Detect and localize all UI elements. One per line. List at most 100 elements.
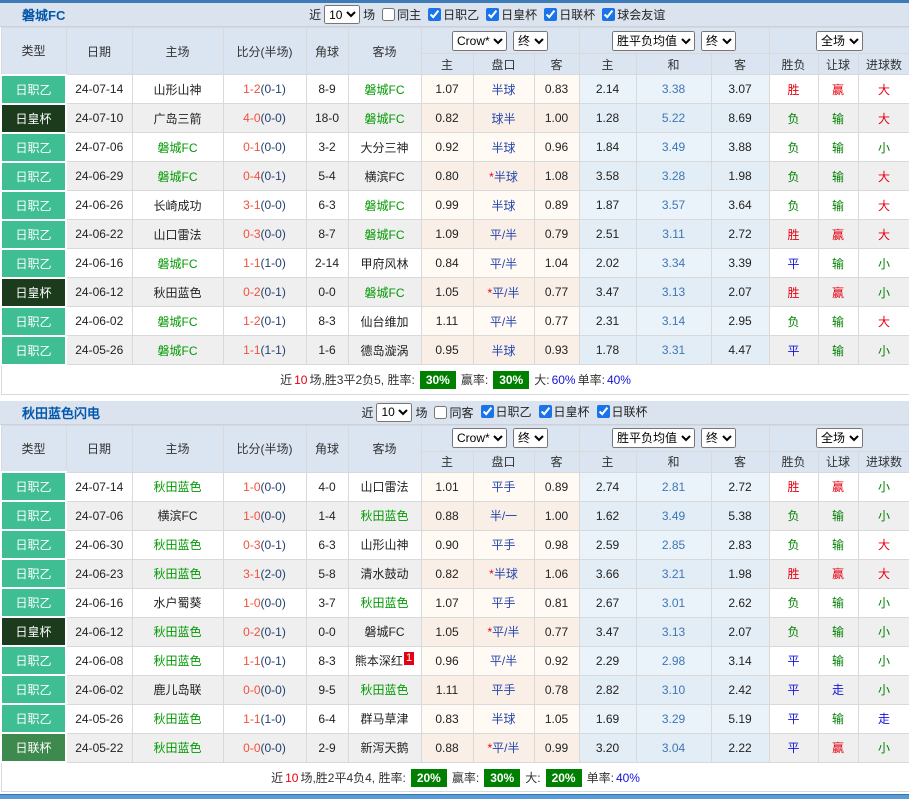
ah-away-odds-cell: 1.04 bbox=[533, 248, 580, 278]
col-away: 客场 bbox=[347, 424, 422, 473]
home-team-cell: 磐城FC bbox=[131, 248, 224, 278]
match-row: 日职乙 24-06-26 长崎成功 3-1(0-0) 6-3 磐城FC 0.99 半球 0.89… bbox=[0, 189, 909, 221]
home-team-cell: 广岛三箭 bbox=[131, 103, 224, 133]
avg-draw-odds-cell: 3.21 bbox=[635, 558, 712, 589]
competition-filter-option[interactable]: 日联杯 bbox=[590, 403, 648, 420]
scope-select[interactable]: 全场 bbox=[816, 30, 864, 51]
avg-home-odds-cell: 1.84 bbox=[578, 132, 637, 162]
avg-draw-odds-cell: 3.49 bbox=[635, 132, 712, 162]
competition-filter-checkbox[interactable] bbox=[544, 7, 558, 21]
col-home: 主场 bbox=[131, 424, 224, 473]
competition-cell: 日皇杯 bbox=[0, 616, 67, 647]
home-team-name: 磐城FC bbox=[157, 343, 198, 358]
avg-draw-odds-cell: 3.04 bbox=[635, 732, 712, 763]
avg-draw-odds-cell: 2.81 bbox=[635, 471, 712, 502]
avg-type-select[interactable]: 胜平负均值 bbox=[612, 30, 696, 51]
away-team-name: 甲府风林 bbox=[360, 256, 409, 271]
half-time-score: (0-0) bbox=[260, 227, 286, 241]
result-cell: 胜 bbox=[768, 471, 819, 502]
avg-draw-odds-cell: 3.11 bbox=[635, 219, 712, 249]
avg-stage-select[interactable]: 终 bbox=[701, 30, 737, 51]
home-team-cell: 山形山神 bbox=[131, 74, 224, 104]
same-side-checkbox[interactable] bbox=[434, 405, 448, 419]
same-side-option[interactable]: 同客 bbox=[427, 404, 474, 421]
col-score: 比分(半场) bbox=[222, 27, 307, 75]
handicap-result-cell: 输 bbox=[817, 161, 859, 191]
home-team-cell: 山口雷法 bbox=[131, 219, 224, 249]
same-side-label: 同客 bbox=[449, 405, 474, 420]
ah-home-odds-cell: 0.92 bbox=[420, 132, 474, 162]
odds-stage-select[interactable]: 终 bbox=[513, 428, 548, 448]
avg-away-odds-cell: 2.72 bbox=[710, 471, 770, 502]
competition-filter-checkbox[interactable] bbox=[602, 7, 616, 21]
same-side-checkbox[interactable] bbox=[382, 8, 396, 21]
ah-away-odds-cell: 0.99 bbox=[533, 732, 580, 763]
avg-type-select[interactable]: 胜平负均值 bbox=[612, 428, 696, 448]
handicap-result-cell: 输 bbox=[817, 190, 859, 220]
competition-filter-option[interactable]: 日皇杯 bbox=[479, 6, 537, 23]
recent-count-select[interactable]: 10 bbox=[324, 5, 361, 24]
col-away: 客场 bbox=[347, 27, 422, 75]
competition-filters: 日职乙 日皇杯 日联杯 球会友谊 bbox=[421, 6, 665, 24]
ah-line-cell: *半球 bbox=[472, 161, 535, 191]
footer-segment: 20% bbox=[410, 768, 447, 787]
odds-source-select[interactable]: Crow* bbox=[452, 428, 507, 448]
ah-line-text: 平手 bbox=[491, 683, 516, 697]
goals-result-cell: 大 bbox=[857, 219, 909, 249]
ah-line-cell: 半球 bbox=[472, 74, 535, 104]
score-cell: 1-2(0-1) bbox=[222, 74, 307, 104]
score-cell: 1-1(1-0) bbox=[222, 248, 307, 278]
team-title: 秋田蓝色闪电 bbox=[22, 405, 101, 421]
recent-count-select[interactable]: 10 bbox=[376, 402, 413, 422]
result-cell: 负 bbox=[768, 306, 819, 336]
home-team-name: 秋田蓝色 bbox=[153, 712, 202, 726]
ah-home-odds-cell: 1.01 bbox=[420, 471, 474, 502]
match-row: 日职乙 24-07-14 山形山神 1-2(0-1) 8-9 磐城FC 1.07 半球 0.83… bbox=[0, 73, 909, 105]
corner-cell: 5-4 bbox=[305, 161, 349, 191]
ah-away-odds-cell: 0.93 bbox=[533, 335, 580, 365]
competition-filter-option[interactable]: 球会友谊 bbox=[595, 6, 665, 23]
competition-filter-checkbox[interactable] bbox=[428, 7, 442, 21]
match-row: 日职乙 24-07-14 秋田蓝色 1-0(0-0) 4-0 山口雷法 1.01 平手 0.89… bbox=[0, 471, 909, 502]
ah-home-odds-cell: 1.11 bbox=[420, 306, 474, 336]
competition-filter-checkbox[interactable] bbox=[486, 7, 500, 21]
col-corner: 角球 bbox=[305, 424, 349, 473]
scope-select[interactable]: 全场 bbox=[816, 428, 864, 448]
competition-filter-checkbox[interactable] bbox=[596, 405, 610, 418]
competition-filter-checkbox[interactable] bbox=[480, 405, 494, 418]
summary-footer: 近 10 场,胜2平4负4, 胜率: 20% 赢率: 30% 大: 20% 单率: 40% bbox=[0, 761, 909, 792]
competition-cell: 日职乙 bbox=[0, 558, 67, 589]
home-team-cell: 横滨FC bbox=[131, 500, 224, 531]
home-team-name: 秋田蓝色 bbox=[153, 538, 202, 552]
competition-filter-option[interactable]: 日皇杯 bbox=[532, 403, 590, 420]
avg-draw-odds-cell: 3.10 bbox=[635, 674, 712, 705]
ah-away-odds-cell: 0.77 bbox=[533, 616, 580, 647]
ah-away-odds-cell: 0.77 bbox=[533, 277, 580, 307]
home-team-name: 秋田蓝色 bbox=[153, 625, 202, 639]
match-row: 日皇杯 24-06-12 秋田蓝色 0-2(0-1) 0-0 磐城FC 1.05 *平/半 0.… bbox=[0, 276, 909, 308]
handicap-result-cell: 赢 bbox=[817, 277, 859, 307]
odds-source-select[interactable]: Crow* bbox=[452, 30, 507, 51]
ah-line-cell: 半球 bbox=[472, 132, 535, 162]
away-team-cell: 仙台维加 bbox=[347, 306, 422, 336]
away-team-name: 秋田蓝色 bbox=[360, 509, 409, 523]
table-title-bar: 磐城FC 近 10 场 同主 日职乙 日皇杯 日联杯 球会友谊 bbox=[0, 3, 909, 27]
date-cell: 24-06-23 bbox=[65, 558, 133, 589]
ah-away-odds-cell: 0.96 bbox=[533, 132, 580, 162]
away-team-cell: 秋田蓝色 bbox=[347, 587, 422, 618]
competition-filter-checkbox[interactable] bbox=[538, 405, 552, 418]
same-side-option[interactable]: 同主 bbox=[375, 6, 421, 23]
score-cell: 1-1(1-1) bbox=[222, 335, 307, 365]
competition-cell: 日职乙 bbox=[0, 131, 67, 163]
away-team-cell: 磐城FC bbox=[347, 103, 422, 133]
avg-stage-select[interactable]: 终 bbox=[701, 428, 737, 448]
competition-filter-option[interactable]: 日联杯 bbox=[537, 6, 595, 23]
odds-stage-select[interactable]: 终 bbox=[513, 30, 548, 51]
footer-segment: 场,胜3平2负5, 胜率: bbox=[309, 373, 415, 387]
competition-filter-option[interactable]: 日职乙 bbox=[474, 403, 532, 420]
avg-away-odds-cell: 3.39 bbox=[710, 248, 770, 278]
home-team-name: 山形山神 bbox=[153, 82, 202, 97]
home-team-name: 磐城FC bbox=[157, 256, 198, 271]
avg-home-odds-cell: 2.51 bbox=[578, 219, 637, 249]
competition-filter-option[interactable]: 日职乙 bbox=[421, 6, 479, 23]
